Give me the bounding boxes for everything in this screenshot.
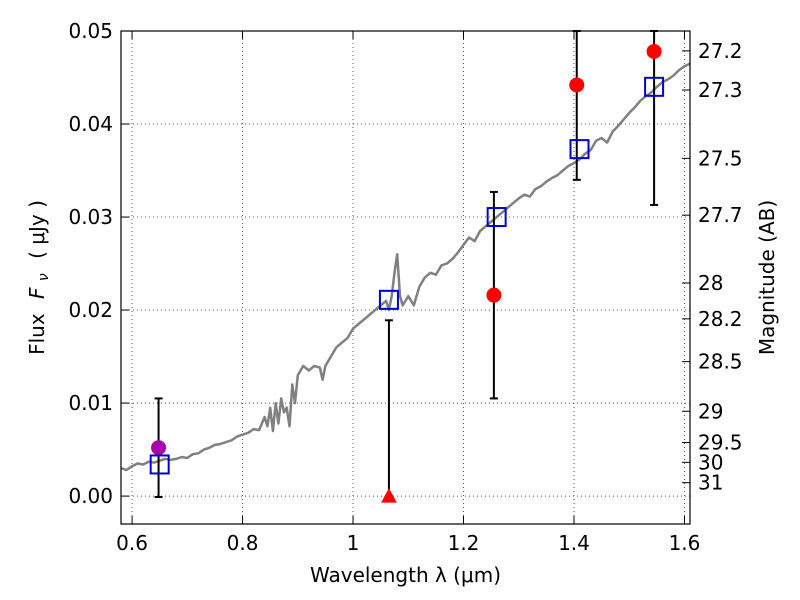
model-point [644,76,665,97]
y2-tick-label: 30 [698,450,723,474]
x-tick-label: 0.6 [116,531,148,555]
y2-tick-label: 28.5 [698,350,743,374]
model-point [486,207,507,228]
error-bars [154,30,659,499]
y-tick-label: 0.01 [68,391,113,415]
y2-tick-label: 29.5 [698,431,743,455]
y-axis-label-subscript: ν [36,273,52,281]
optical-point [151,440,167,456]
y-axis-label-prefix: Flux [25,313,49,355]
y-tick-label: 0.04 [68,112,113,136]
y2-tick-label: 27.2 [698,39,743,63]
y2-tick-label: 28.2 [698,307,743,331]
observed-point [569,77,585,93]
x-axis-label: Wavelength λ (μm) [310,563,501,587]
model-point [378,289,399,310]
plot-frame [120,30,691,525]
model-point [569,139,590,160]
model-point [149,454,170,475]
y-tick-label: 0.03 [68,205,113,229]
tick-labels: 0.6 0.8 1 1.2 1.4 1.6 0.00 0.01 0.02 0.03 0.04 0.05… [68,19,742,555]
data-points [149,43,665,503]
x-tick-label: 0.8 [227,531,259,555]
y2-tick-label: 27.5 [698,146,743,170]
spectrum-series [120,62,691,472]
spectrum-line [120,62,691,472]
y-tick-label: 0.00 [68,484,113,508]
y-axis-label: Flux F ν ( μJy ) [25,200,53,355]
observed-point [486,287,502,303]
x-tick-label: 1.4 [558,531,590,555]
x-tick-label: 1.2 [448,531,480,555]
y-tick-label: 0.05 [68,19,113,43]
y-tick-label: 0.02 [68,298,113,322]
y2-tick-label: 27.3 [698,78,743,102]
x-tick-label: 1 [347,531,360,555]
y-axis-label-symbol: F [25,287,49,299]
axis-ticks [121,30,690,524]
y2-tick-label: 29 [698,399,723,423]
y2-tick-label: 31 [698,471,723,495]
y2-tick-label: 28 [698,271,723,295]
upper-limit-marker [381,488,397,503]
y-axis-label-units: ( μJy ) [25,200,49,259]
y2-tick-label: 27.7 [698,203,743,227]
observed-point [646,43,662,59]
y2-axis-label: Magnitude (AB) [755,200,779,355]
x-tick-label: 1.6 [669,531,701,555]
